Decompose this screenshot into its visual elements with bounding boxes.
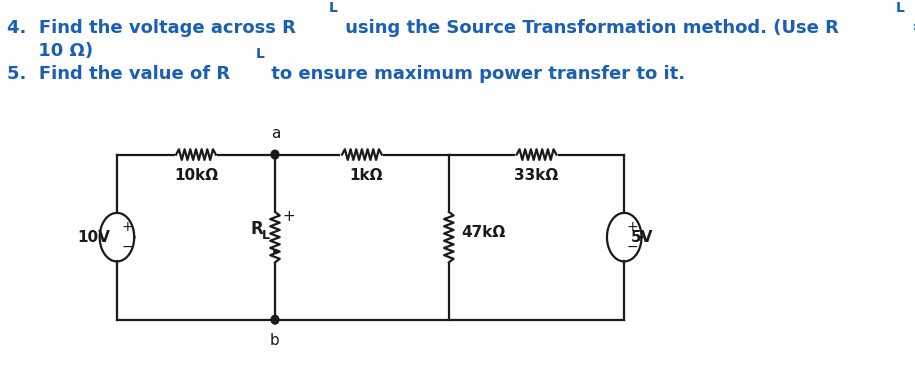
Text: 5V: 5V [631, 230, 653, 245]
Text: L: L [328, 1, 338, 15]
Text: +: + [122, 221, 133, 234]
Text: a: a [271, 126, 281, 141]
Text: −: − [627, 240, 639, 254]
Text: using the Source Transformation method. (Use R: using the Source Transformation method. … [339, 18, 838, 37]
Text: −: − [122, 240, 133, 254]
Text: L: L [255, 48, 264, 61]
Text: 10 Ω): 10 Ω) [7, 42, 93, 60]
Text: +: + [282, 209, 295, 224]
Text: 10kΩ: 10kΩ [174, 168, 218, 183]
Circle shape [271, 315, 279, 324]
Circle shape [271, 150, 279, 159]
Text: L: L [262, 229, 270, 242]
Text: to ensure maximum power transfer to it.: to ensure maximum power transfer to it. [265, 65, 685, 83]
Text: =: = [906, 18, 915, 37]
Text: 10V: 10V [77, 230, 110, 245]
Text: 47kΩ: 47kΩ [461, 225, 505, 240]
Text: 1kΩ: 1kΩ [350, 168, 383, 183]
Text: 33kΩ: 33kΩ [514, 168, 559, 183]
Text: 4.  Find the voltage across R: 4. Find the voltage across R [7, 18, 296, 37]
Text: L: L [896, 1, 905, 15]
Text: R: R [250, 221, 263, 238]
Text: +: + [627, 221, 639, 234]
Text: 5.  Find the value of R: 5. Find the value of R [7, 65, 230, 83]
Text: b: b [270, 333, 280, 348]
